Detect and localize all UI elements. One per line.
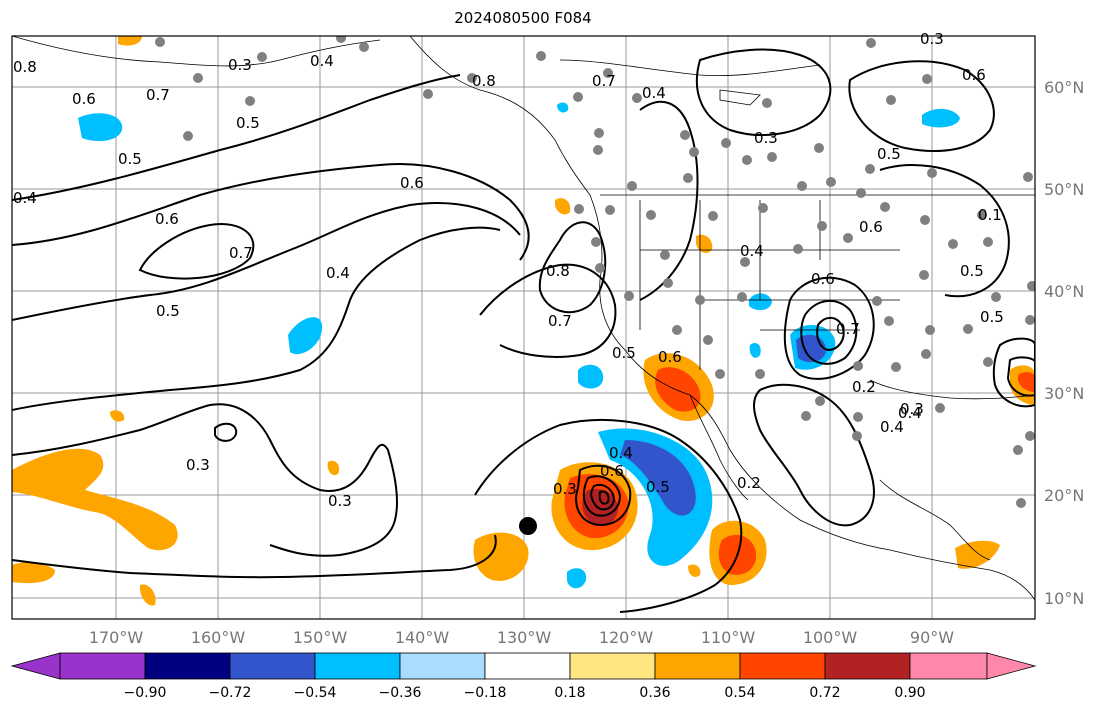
contour-label: 0.1 — [978, 206, 1002, 224]
contour-label: 0.5 — [156, 302, 180, 320]
lat-label: 40°N — [1044, 282, 1084, 301]
contour-label: 0.4 — [13, 189, 37, 207]
contour-label: 0.4 — [326, 264, 350, 282]
contour-label: 0.4 — [740, 242, 764, 260]
contour-label: 0.5 — [612, 344, 636, 362]
colorbar-segment — [739, 652, 826, 680]
colorbar-segment — [59, 652, 146, 680]
colorbar-tick-label: −0.90 — [124, 685, 167, 701]
contour-label-group: 0.8 0.6 0.7 0.3 0.4 0.5 0.5 0.4 0.6 0.6 … — [13, 30, 1004, 510]
colorbar-segment — [314, 652, 401, 680]
colorbar-tick-label: 0.18 — [554, 685, 585, 701]
lon-label: 90°W — [910, 628, 954, 647]
lat-label: 60°N — [1044, 78, 1084, 97]
contour-label: 0.3 — [328, 492, 352, 510]
colorbar-tick-label: −0.54 — [294, 685, 337, 701]
colorbar-tick-label: −0.18 — [464, 685, 507, 701]
lon-label: 140°W — [395, 628, 450, 647]
contour-label: 0.6 — [155, 210, 179, 228]
contour-label: 0.3 — [186, 456, 210, 474]
contour-label: 0.2 — [737, 474, 761, 492]
contour-label: 0.5 — [646, 478, 670, 496]
lat-label: 30°N — [1044, 384, 1084, 403]
map-title: 2024080500 F084 — [454, 9, 592, 27]
contour-label: 0.3 — [754, 129, 778, 147]
contour-label: 0.6 — [72, 90, 96, 108]
contour-label: 0.7 — [146, 86, 170, 104]
contour-label: 0.3 — [553, 480, 577, 498]
contour-label: 0.6 — [600, 462, 624, 480]
contour-lines — [12, 48, 1035, 613]
lon-label: 150°W — [293, 628, 348, 647]
contour-label: 0.8 — [546, 262, 570, 280]
colorbar-segment — [399, 652, 486, 680]
lon-label: 100°W — [803, 628, 858, 647]
latitude-labels: 60°N 50°N 40°N 30°N 20°N 10°N — [1044, 78, 1084, 608]
contour-label: 0.6 — [658, 348, 682, 366]
contour-label: 0.2 — [852, 378, 876, 396]
contour-label: 0.6 — [400, 174, 424, 192]
lon-label: 130°W — [497, 628, 552, 647]
contour-label: 0.3 — [900, 400, 924, 418]
colorbar-tick-labels: −0.90 −0.72 −0.54 −0.36 −0.18 0.18 0.36 … — [124, 685, 926, 701]
station-markers — [155, 36, 1035, 508]
colorbar-tick-label: 0.72 — [809, 685, 840, 701]
colorbar-segment — [229, 652, 316, 680]
contour-label: 0.7 — [229, 244, 253, 262]
map-frame — [11, 35, 1036, 620]
contour-label: 0.5 — [236, 114, 260, 132]
coastlines — [12, 36, 1035, 601]
contour-label: 0.6 — [859, 218, 883, 236]
lat-label: 10°N — [1044, 589, 1084, 608]
lon-label: 170°W — [89, 628, 144, 647]
contour-label: 0.7 — [548, 312, 572, 330]
contour-label: 0.8 — [472, 72, 496, 90]
colorbar-extend-high — [986, 652, 1037, 680]
contour-label: 0.4 — [642, 84, 666, 102]
colorbar-segment — [909, 652, 988, 680]
contour-label: 0.8 — [13, 58, 37, 76]
longitude-labels: 170°W 160°W 150°W 140°W 130°W 120°W 110°… — [89, 628, 954, 647]
lon-label: 110°W — [701, 628, 756, 647]
contour-label: 0.6 — [811, 270, 835, 288]
lat-label: 50°N — [1044, 180, 1084, 199]
lon-label: 120°W — [599, 628, 654, 647]
contour-label: 0.7 — [836, 320, 860, 338]
lat-label: 20°N — [1044, 486, 1084, 505]
colorbar-segment — [484, 652, 571, 680]
contour-label: 0.3 — [920, 30, 944, 48]
colorbar-extend-low — [10, 652, 61, 680]
contour-label: 0.4 — [310, 52, 334, 70]
colorbar-tick-label: 0.90 — [894, 685, 925, 701]
colorbar-tick-label: 0.36 — [639, 685, 670, 701]
colorbar-tick-label: −0.72 — [209, 685, 252, 701]
contour-label: 0.5 — [118, 150, 142, 168]
colorbar-tick-label: −0.36 — [379, 685, 422, 701]
storm-position-marker — [519, 517, 537, 535]
contour-label: 0.5 — [960, 262, 984, 280]
colorbar-segment — [569, 652, 656, 680]
contour-label: 0.4 — [880, 418, 904, 436]
lon-label: 160°W — [191, 628, 246, 647]
colorbar — [10, 652, 1037, 680]
colorbar-segment — [654, 652, 741, 680]
contour-label: 0.5 — [980, 308, 1004, 326]
colorbar-segment — [824, 652, 911, 680]
contour-label: 0.4 — [898, 404, 922, 422]
contour-label: 0.6 — [962, 66, 986, 84]
colorbar-tick-label: 0.54 — [724, 685, 755, 701]
contour-label: 0.5 — [877, 145, 901, 163]
contour-label: 0.3 — [228, 56, 252, 74]
contour-label: 0.4 — [609, 444, 633, 462]
colorbar-segment — [144, 652, 231, 680]
contour-label: 0.7 — [592, 72, 616, 90]
